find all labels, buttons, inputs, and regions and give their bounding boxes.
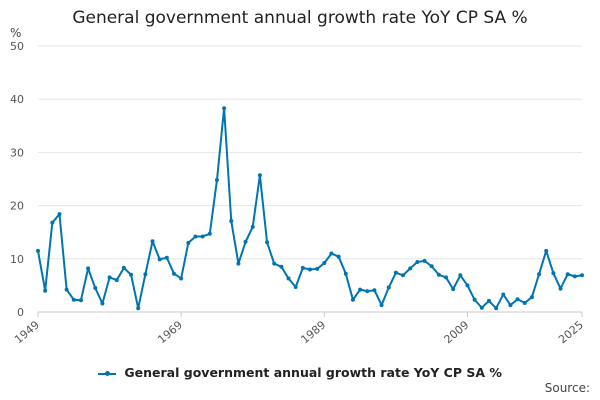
legend[interactable]: General government annual growth rate Yo…: [0, 365, 600, 380]
data-point[interactable]: [150, 239, 155, 244]
series-group: [36, 106, 584, 311]
data-point[interactable]: [114, 278, 119, 283]
data-point[interactable]: [422, 258, 427, 263]
data-point[interactable]: [429, 264, 434, 269]
data-point[interactable]: [71, 297, 76, 302]
data-point[interactable]: [522, 300, 527, 305]
data-point[interactable]: [494, 306, 499, 311]
data-point[interactable]: [486, 298, 491, 303]
data-point[interactable]: [229, 219, 234, 224]
data-point[interactable]: [308, 267, 312, 272]
data-point[interactable]: [272, 261, 277, 266]
data-point[interactable]: [100, 301, 105, 306]
legend-label: General government annual growth rate Yo…: [124, 365, 502, 380]
data-point[interactable]: [343, 271, 348, 276]
data-point[interactable]: [300, 265, 305, 270]
data-point[interactable]: [207, 231, 212, 236]
data-point[interactable]: [472, 297, 477, 302]
data-point[interactable]: [286, 276, 291, 281]
data-point[interactable]: [257, 173, 262, 178]
x-tick-label: 2025: [556, 318, 586, 346]
data-point[interactable]: [107, 275, 112, 280]
x-tick-label: 1969: [155, 318, 185, 346]
chart-title: General government annual growth rate Yo…: [72, 8, 528, 28]
data-point[interactable]: [243, 239, 248, 244]
data-point[interactable]: [336, 254, 341, 259]
data-point[interactable]: [214, 178, 219, 183]
data-point[interactable]: [265, 240, 270, 245]
data-point[interactable]: [236, 261, 241, 266]
legend-swatch-icon: [98, 370, 117, 376]
data-point[interactable]: [172, 271, 176, 276]
data-point[interactable]: [136, 306, 141, 311]
data-point[interactable]: [322, 261, 327, 266]
data-point[interactable]: [315, 266, 320, 271]
data-point[interactable]: [444, 275, 448, 280]
x-tick-label: 1989: [298, 318, 328, 346]
data-point[interactable]: [78, 298, 83, 303]
y-tick-label: 0: [17, 306, 24, 319]
source-label: Source:: [544, 381, 590, 395]
y-tick-label: 30: [10, 146, 24, 159]
data-point[interactable]: [508, 303, 513, 308]
data-point[interactable]: [93, 286, 98, 291]
gridlines: [38, 45, 582, 313]
data-point[interactable]: [372, 288, 377, 293]
data-point[interactable]: [465, 283, 470, 288]
series-line: [37, 107, 583, 310]
series-layer: [36, 106, 584, 311]
data-point[interactable]: [64, 287, 69, 292]
data-point[interactable]: [129, 272, 134, 277]
data-point[interactable]: [451, 287, 456, 292]
data-point[interactable]: [408, 266, 413, 271]
data-point[interactable]: [121, 265, 126, 270]
data-point[interactable]: [200, 234, 205, 239]
data-point[interactable]: [57, 212, 62, 217]
data-point[interactable]: [164, 255, 169, 260]
data-point[interactable]: [350, 297, 355, 302]
data-point[interactable]: [358, 287, 363, 292]
data-point[interactable]: [537, 272, 542, 277]
data-point[interactable]: [379, 303, 384, 308]
y-tick-label: 40: [10, 93, 24, 106]
data-point[interactable]: [193, 234, 198, 239]
data-point[interactable]: [458, 273, 463, 278]
y-tick-label: 10: [10, 253, 24, 266]
data-point[interactable]: [415, 259, 420, 264]
data-point[interactable]: [179, 276, 184, 281]
y-axis-unit: %: [10, 26, 21, 40]
data-point[interactable]: [436, 272, 441, 277]
x-tick-label: 2009: [442, 318, 472, 346]
data-point[interactable]: [157, 257, 162, 262]
data-point[interactable]: [186, 240, 191, 245]
data-point[interactable]: [86, 266, 91, 271]
data-point[interactable]: [515, 297, 520, 302]
data-point[interactable]: [222, 106, 227, 111]
data-point[interactable]: [386, 285, 391, 290]
data-point[interactable]: [36, 248, 40, 253]
y-tick-label: 50: [10, 40, 24, 53]
data-point[interactable]: [501, 292, 506, 297]
data-point[interactable]: [365, 289, 370, 294]
data-point[interactable]: [43, 288, 48, 293]
data-point[interactable]: [572, 274, 577, 279]
data-point[interactable]: [558, 286, 563, 291]
data-point[interactable]: [529, 295, 534, 300]
data-point[interactable]: [565, 272, 570, 277]
data-point[interactable]: [551, 271, 556, 276]
x-tick-label: 1949: [12, 318, 42, 346]
data-point[interactable]: [401, 273, 406, 278]
data-point[interactable]: [329, 251, 334, 256]
data-point[interactable]: [580, 273, 584, 278]
data-point[interactable]: [279, 264, 284, 269]
data-point[interactable]: [250, 224, 255, 229]
data-point[interactable]: [143, 272, 148, 277]
data-point[interactable]: [544, 248, 549, 253]
data-point[interactable]: [293, 285, 298, 289]
data-point[interactable]: [393, 270, 398, 275]
data-point[interactable]: [50, 220, 55, 225]
y-tick-label: 20: [10, 200, 24, 213]
data-point[interactable]: [479, 305, 484, 310]
